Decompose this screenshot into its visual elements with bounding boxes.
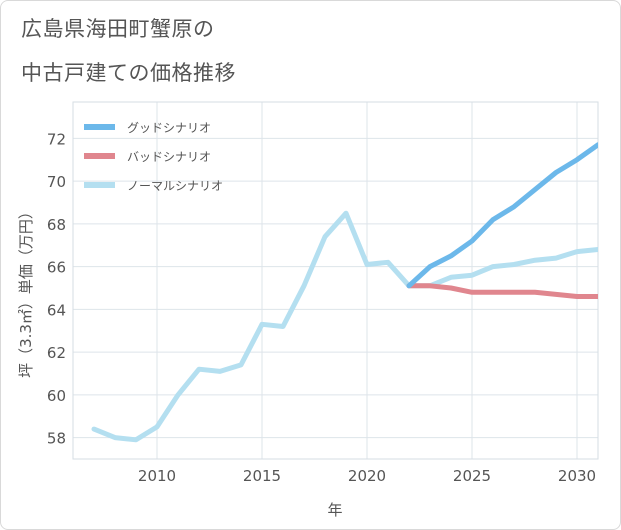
y-tick-label: 72 bbox=[47, 130, 66, 148]
y-tick-label: 70 bbox=[47, 173, 66, 191]
y-tick-label: 58 bbox=[47, 430, 66, 448]
legend-label: バッドシナリオ bbox=[127, 150, 211, 164]
y-tick-label: 64 bbox=[47, 301, 66, 319]
legend-label: グッドシナリオ bbox=[127, 121, 211, 135]
x-tick-label: 2030 bbox=[558, 467, 596, 485]
x-tick-label: 2020 bbox=[348, 467, 386, 485]
series-layer bbox=[91, 142, 598, 443]
x-axis-label: 年 bbox=[327, 501, 342, 519]
tick-labels: 58 60 62 64 66 68 70 72 2010 2015 2020 2025 2030 bbox=[47, 130, 596, 485]
y-axis-label: 坪（3.3㎡）単価（万円） bbox=[17, 204, 35, 378]
y-tick-label: 60 bbox=[47, 387, 66, 405]
y-tick-label: 68 bbox=[47, 216, 66, 234]
series-line-2 bbox=[91, 210, 598, 443]
plot-area-border bbox=[72, 101, 599, 460]
chart-title-line2: 中古戸建ての価格推移 bbox=[21, 61, 236, 85]
legend-label: ノーマルシナリオ bbox=[127, 179, 223, 193]
y-tick-label: 66 bbox=[47, 259, 66, 277]
x-tick-label: 2015 bbox=[243, 467, 281, 485]
series-line-1 bbox=[406, 283, 598, 299]
chart-title-line1: 広島県海田町蟹原の bbox=[21, 17, 215, 41]
y-tick-label: 62 bbox=[47, 344, 66, 362]
x-tick-label: 2010 bbox=[138, 467, 176, 485]
series-line-0 bbox=[406, 142, 598, 289]
x-tick-label: 2025 bbox=[453, 467, 491, 485]
